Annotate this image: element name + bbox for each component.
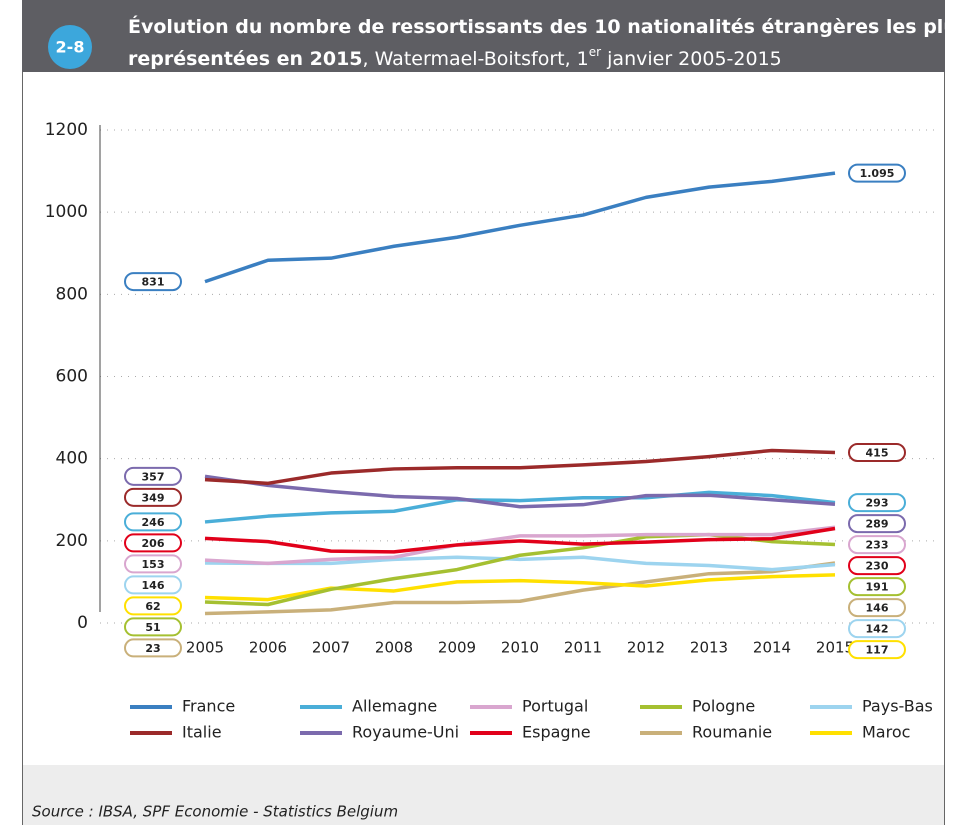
legend-label: Pologne [692, 697, 755, 716]
value-label-box [124, 466, 182, 486]
x-tick-label: 2006 [249, 639, 287, 657]
legend-label: Allemagne [352, 697, 437, 716]
value-label: 142 [866, 623, 889, 636]
series-line [204, 448, 836, 486]
value-label: 146 [866, 602, 889, 615]
value-label: 146 [142, 579, 165, 592]
legend-label: Pays-Bas [862, 697, 933, 716]
value-label-box [124, 617, 182, 637]
value-label: 23 [145, 642, 160, 655]
chart-title-line2: représentées en 2015, Watermael-Boitsfor… [128, 45, 782, 70]
y-tick-label: 1000 [45, 202, 88, 222]
legend-label: Royaume-Uni [352, 723, 459, 742]
value-label-box [124, 575, 182, 595]
value-label-box [848, 163, 906, 183]
badge [48, 25, 92, 69]
subtitle-sup: er [589, 45, 601, 59]
value-label: 230 [866, 560, 889, 573]
series-line [204, 532, 836, 607]
value-label-box [124, 512, 182, 532]
value-label-box [848, 640, 906, 660]
value-label: 357 [142, 470, 165, 483]
title-bold-2: représentées en 2015 [128, 48, 363, 70]
value-label-box [124, 638, 182, 658]
legend-label: Italie [182, 723, 222, 742]
value-label-box [848, 577, 906, 597]
series-line [204, 561, 836, 616]
legend-label: Portugal [522, 697, 588, 716]
x-tick-label: 2010 [501, 639, 539, 657]
value-label-box [124, 596, 182, 616]
value-label-box [848, 493, 906, 513]
x-tick-label: 2011 [564, 639, 602, 657]
value-label-box [848, 598, 906, 618]
y-tick-label: 0 [77, 613, 88, 633]
y-tick-label: 600 [56, 367, 88, 387]
x-tick-label: 2014 [753, 639, 791, 657]
value-label: 62 [145, 600, 160, 613]
series-line [204, 490, 836, 524]
value-label-box [848, 443, 906, 463]
value-label: 831 [142, 276, 165, 289]
chart-title: Évolution du nombre de ressortissants de… [128, 15, 967, 38]
value-label: 206 [142, 537, 165, 550]
value-label: 246 [142, 516, 165, 529]
y-tick-label: 400 [56, 449, 88, 469]
value-label-box [848, 535, 906, 555]
value-label: 289 [866, 518, 889, 531]
x-tick-label: 2005 [186, 639, 224, 657]
value-label-box [848, 514, 906, 534]
x-tick-label: 2009 [438, 639, 476, 657]
subtitle: janvier 2005-2015 [601, 48, 782, 70]
value-label: 293 [866, 497, 889, 510]
value-label-box [124, 272, 182, 292]
value-label: 51 [145, 621, 160, 634]
value-label: 233 [866, 539, 889, 552]
source: Source : IBSA, SPF Economie - Statistics… [32, 803, 398, 821]
value-label: 349 [142, 491, 165, 504]
x-tick-label: 2012 [627, 639, 665, 657]
source-band [23, 765, 944, 825]
value-label-box [124, 554, 182, 574]
y-tick-label: 200 [56, 531, 88, 551]
header-band [22, 0, 945, 72]
subtitle: , Watermael-Boitsfort, 1 [363, 48, 589, 70]
value-label-box [848, 556, 906, 576]
value-label: 415 [866, 447, 889, 460]
x-tick-label: 2015 [816, 639, 854, 657]
value-label-box [124, 487, 182, 507]
value-label: 117 [866, 644, 889, 657]
x-tick-label: 2008 [375, 639, 413, 657]
series-line [204, 525, 836, 566]
legend-label: Roumanie [692, 723, 772, 742]
series-line [204, 573, 836, 602]
value-label-box [124, 533, 182, 553]
y-tick-label: 800 [56, 284, 88, 304]
value-label-box [848, 619, 906, 639]
title-bold-1: Évolution du nombre de ressortissants de… [128, 15, 967, 38]
value-label: 191 [866, 581, 889, 594]
x-tick-label: 2013 [690, 639, 728, 657]
series-line [204, 555, 836, 572]
value-label: 1.095 [860, 167, 895, 180]
x-tick-label: 2007 [312, 639, 350, 657]
series-line [204, 526, 836, 554]
legend-label: Espagne [522, 723, 591, 742]
value-label: 153 [142, 558, 165, 571]
series-line [204, 474, 836, 509]
legend-label: Maroc [862, 723, 910, 742]
y-tick-label: 1200 [45, 120, 88, 140]
badge-text: 2-8 [56, 38, 85, 57]
series-line [204, 171, 836, 284]
legend-label: France [182, 697, 235, 716]
